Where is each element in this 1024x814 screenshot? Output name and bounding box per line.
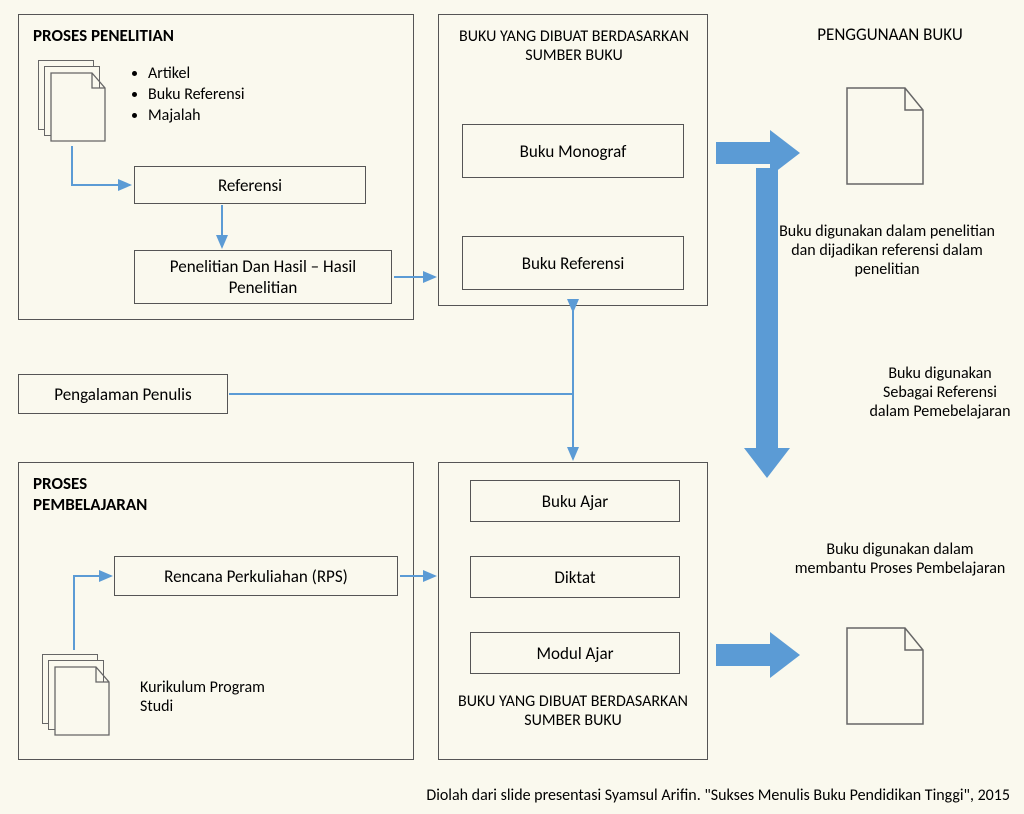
buku-referensi-label: Buku Referensi xyxy=(522,253,625,274)
right-text3: Buku digunakan dalam membantu Proses Pem… xyxy=(794,540,1006,578)
penelitian-label: Penelitian Dan Hasil – Hasil Penelitian xyxy=(135,256,391,298)
buku-ajar-box: Buku Ajar xyxy=(470,480,680,522)
pp-title-l2: PEMBELAJARAN xyxy=(33,494,147,515)
modul-ajar-box: Modul Ajar xyxy=(470,632,680,674)
source-bullets: Artikel Buku Referensi Majalah xyxy=(128,62,245,127)
buku-monograf-box: Buku Monograf xyxy=(462,124,684,178)
penggunaan-title: PENGGUNAAN BUKU xyxy=(790,24,990,45)
kurikulum-label: Kurikulum Program Studi xyxy=(140,678,300,716)
bullet-3: Majalah xyxy=(148,106,245,125)
bullet-2: Buku Referensi xyxy=(148,85,245,104)
pengalaman-box: Pengalaman Penulis xyxy=(18,374,228,414)
modul-ajar-label: Modul Ajar xyxy=(536,643,613,664)
rps-box: Rencana Perkuliahan (RPS) xyxy=(114,556,398,596)
diktat-box: Diktat xyxy=(470,556,680,598)
penelitian-box: Penelitian Dan Hasil – Hasil Penelitian xyxy=(134,250,392,304)
pp-title-l1: PROSES xyxy=(33,473,87,494)
right-text2: Buku digunakan Sebagai Referensi dalam P… xyxy=(865,364,1015,421)
right-text1: Buku digunakan dalam penelitian dan dija… xyxy=(768,222,1006,279)
doc-icon-top xyxy=(845,86,925,186)
bottom-center-title: BUKU YANG DIBUAT BERDASARKAN SUMBER BUKU xyxy=(448,692,698,730)
pengalaman-label: Pengalaman Penulis xyxy=(54,384,191,405)
buku-referensi-box: Buku Referensi xyxy=(462,236,684,290)
buku-monograf-label: Buku Monograf xyxy=(520,141,627,162)
bullet-1: Artikel xyxy=(148,64,245,83)
referensi-label: Referensi xyxy=(218,175,282,196)
doc-icon-bottom xyxy=(845,626,925,726)
diktat-label: Diktat xyxy=(554,567,595,588)
proses-pembelajaran-title: PROSESPEMBELAJARAN xyxy=(33,473,213,515)
top-center-title: BUKU YANG DIBUAT BERDASARKAN SUMBER BUKU xyxy=(447,27,701,65)
rps-label: Rencana Perkuliahan (RPS) xyxy=(164,566,348,587)
referensi-box: Referensi xyxy=(134,166,366,204)
buku-ajar-label: Buku Ajar xyxy=(542,491,608,512)
footnote: Diolah dari slide presentasi Syamsul Ari… xyxy=(300,786,1010,805)
proses-penelitian-title: PROSES PENELITIAN xyxy=(33,25,174,46)
